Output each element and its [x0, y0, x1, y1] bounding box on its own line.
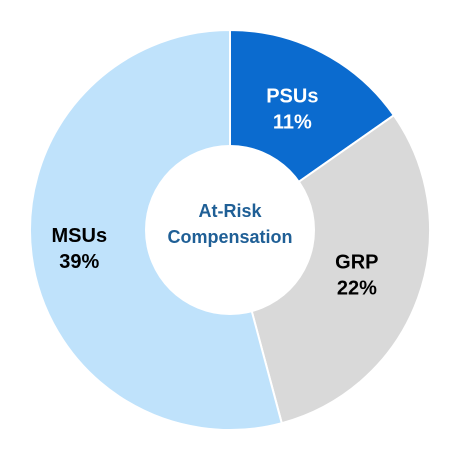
slice-label: MSUs: [52, 225, 108, 247]
slice-value-label: 39%: [59, 251, 99, 273]
labels: PSUs 11% GRP 22% MSUs 39%: [52, 86, 379, 300]
slice-value-label: 11%: [273, 112, 312, 134]
slice-value-label: 22%: [337, 277, 377, 299]
center-label: At-Risk: [198, 201, 262, 221]
center-label: Compensation: [167, 227, 292, 247]
slice: [228, 113, 431, 425]
slice-label: GRP: [335, 251, 378, 273]
donut-hole: [145, 145, 315, 315]
slice-label: PSUs: [266, 86, 318, 108]
